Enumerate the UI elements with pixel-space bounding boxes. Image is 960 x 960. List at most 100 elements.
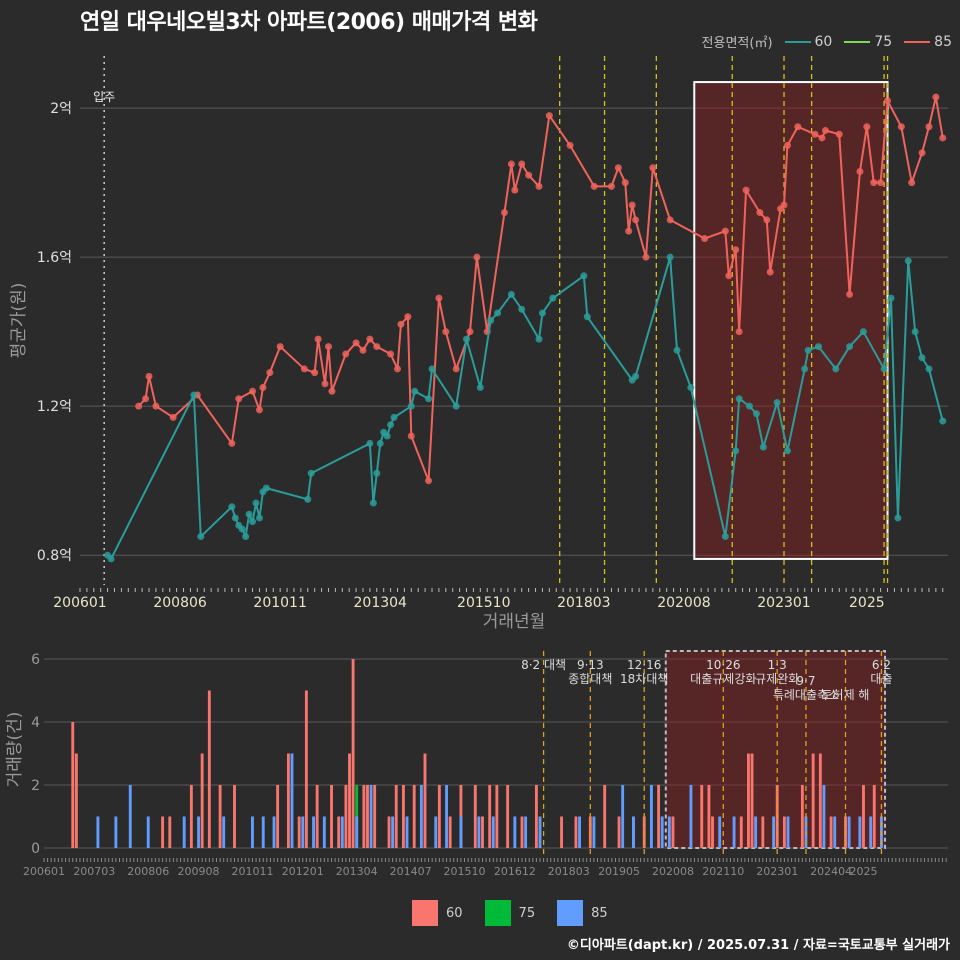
volume-x-tick-label: 2025 xyxy=(849,865,877,878)
data-point-85 xyxy=(701,235,709,243)
volume-bar-60 xyxy=(488,785,492,848)
data-point-60 xyxy=(262,484,270,492)
volume-bar-60 xyxy=(829,816,833,848)
volume-legend-item-75: 75 xyxy=(484,900,535,926)
data-point-60 xyxy=(732,447,740,455)
volume-bar-60 xyxy=(707,785,711,848)
volume-bar-60 xyxy=(373,785,377,848)
x-tick-label: 201304 xyxy=(354,595,408,611)
data-point-85 xyxy=(607,182,615,190)
data-point-60 xyxy=(939,417,947,425)
data-point-60 xyxy=(687,384,695,392)
volume-bar-60 xyxy=(872,785,876,848)
volume-legend-label-60: 60 xyxy=(446,905,463,921)
volume-bar-85 xyxy=(786,816,790,848)
volume-bar-60 xyxy=(304,690,308,848)
data-point-85 xyxy=(466,328,474,336)
data-point-85 xyxy=(811,130,819,138)
volume-bar-60 xyxy=(811,753,815,848)
data-point-85 xyxy=(152,402,160,410)
area-legend-label-75: 75 xyxy=(874,33,893,50)
volume-bar-85 xyxy=(822,785,826,848)
volume-bar-85 xyxy=(754,816,758,848)
area-legend: 전용면적(㎡) 60 75 85 xyxy=(701,32,952,52)
volume-bar-60 xyxy=(448,816,452,848)
data-point-85 xyxy=(545,112,553,120)
data-point-85 xyxy=(228,439,236,447)
data-point-60 xyxy=(773,398,781,406)
volume-bar-60 xyxy=(394,785,398,848)
volume-bar-85 xyxy=(197,816,200,848)
data-point-85 xyxy=(780,201,788,209)
area-legend-item-75: 75 xyxy=(844,34,892,50)
volume-bar-60 xyxy=(412,785,416,848)
data-point-60 xyxy=(373,469,381,477)
data-point-60 xyxy=(783,447,791,455)
data-point-85 xyxy=(742,186,750,194)
data-point-60 xyxy=(880,365,888,373)
volume-bar-85 xyxy=(182,816,186,848)
volume-bar-60 xyxy=(818,753,822,848)
volume-bar-85 xyxy=(858,816,862,848)
volume-bar-85 xyxy=(128,785,132,848)
volume-bar-85 xyxy=(524,816,528,848)
data-point-85 xyxy=(266,369,274,377)
volume-bar-85 xyxy=(538,816,542,848)
data-point-60 xyxy=(369,499,377,507)
policy-label: 12·16 xyxy=(627,658,661,672)
data-point-85 xyxy=(500,208,508,216)
data-point-85 xyxy=(324,343,332,351)
policy-label: 토허제 해 xyxy=(822,688,870,702)
volume-bar-60 xyxy=(761,816,765,848)
y-axis-title: 평균가(원) xyxy=(9,283,29,359)
volume-x-tick-label: 202404 xyxy=(810,865,852,878)
data-point-60 xyxy=(107,555,115,563)
area-legend-label-85: 85 xyxy=(934,33,952,50)
data-point-85 xyxy=(314,335,322,343)
volume-bar-60 xyxy=(344,785,348,848)
volume-bar-85 xyxy=(405,816,409,848)
data-point-60 xyxy=(428,365,436,373)
data-point-60 xyxy=(911,328,919,336)
data-point-60 xyxy=(752,410,760,418)
area-legend-title: 전용면적(㎡) xyxy=(701,36,773,51)
data-point-60 xyxy=(759,443,767,451)
volume-x-tick-label: 200703 xyxy=(73,865,115,878)
volume-bar-85 xyxy=(833,816,837,848)
volume-bar-85 xyxy=(513,816,517,848)
data-point-85 xyxy=(511,186,519,194)
x-tick-label: 200806 xyxy=(153,595,207,611)
data-point-60 xyxy=(376,439,384,447)
data-point-60 xyxy=(304,495,312,503)
volume-bar-60 xyxy=(473,785,477,848)
data-point-60 xyxy=(666,253,674,261)
volume-bar-60 xyxy=(168,816,172,848)
data-point-60 xyxy=(228,503,236,511)
volume-bar-60 xyxy=(387,816,391,848)
volume-bar-85 xyxy=(578,816,581,848)
data-point-85 xyxy=(756,208,764,216)
data-point-85 xyxy=(628,201,636,209)
volume-bar-85 xyxy=(592,816,596,848)
volume-bar-60 xyxy=(189,785,193,848)
volume-bar-85 xyxy=(772,816,776,848)
volume-bar-85 xyxy=(689,785,693,848)
volume-x-tick-label: 200806 xyxy=(127,865,169,878)
volume-bar-85 xyxy=(391,816,395,848)
data-point-60 xyxy=(249,518,257,526)
data-point-85 xyxy=(259,384,267,392)
data-point-85 xyxy=(625,227,633,235)
data-point-85 xyxy=(525,171,533,179)
volume-bar-85 xyxy=(660,816,664,848)
data-point-85 xyxy=(255,406,263,414)
data-point-85 xyxy=(276,343,284,351)
data-point-85 xyxy=(835,130,843,138)
policy-label: 1·3 xyxy=(768,658,787,672)
data-point-60 xyxy=(494,309,502,317)
volume-x-tick-label: 200908 xyxy=(178,865,220,878)
policy-label: 10·26 xyxy=(706,658,740,672)
legend-swatch-60 xyxy=(784,40,811,43)
x-tick-label: 201803 xyxy=(557,595,610,611)
volume-bar-85 xyxy=(301,816,305,848)
